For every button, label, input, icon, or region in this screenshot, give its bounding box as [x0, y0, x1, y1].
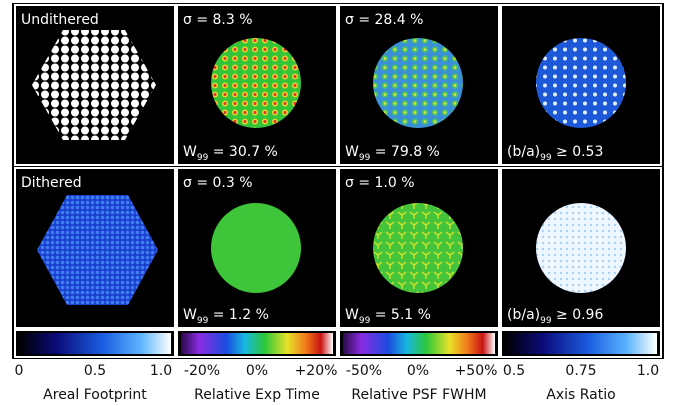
panel-frame [14, 167, 176, 329]
w-sub: 99 [540, 316, 552, 326]
colorbar-title: Relative PSF FWHM [351, 387, 486, 403]
w-label: (b/a)99 ≥ 0.96 [507, 307, 603, 326]
w-label: W99 = 1.2 % [183, 307, 269, 326]
colorbar-tick-label: 0 [15, 363, 24, 379]
colorbar-title: Areal Footprint [43, 387, 147, 403]
colorbar-tick-label: 0.75 [565, 363, 596, 379]
w-text: = 1.2 % [208, 307, 269, 323]
colorbar-title: Axis Ratio [546, 387, 615, 403]
panel-frame [500, 167, 662, 329]
colorbar-title: Relative Exp Time [194, 387, 320, 403]
colorbar-tick-label: +50% [455, 363, 498, 379]
colorbar-tick-label: 1.0 [637, 363, 659, 379]
colorbar [343, 333, 495, 354]
colorbar [181, 333, 333, 354]
w-symbol: W [183, 307, 197, 323]
colorbar-tick-label: 0% [407, 363, 429, 379]
panel-frames [14, 4, 662, 329]
w-sub: 99 [540, 153, 552, 163]
colorbar-frame [176, 329, 338, 358]
colorbar-tick-label: -50% [346, 363, 382, 379]
w-symbol: (b/a) [507, 144, 540, 160]
colorbar-frame [14, 329, 176, 358]
w-sub: 99 [197, 153, 209, 163]
panel-label: Undithered [21, 12, 99, 28]
w-symbol: (b/a) [507, 307, 540, 323]
colorbar-frame [500, 329, 662, 358]
w-sub: 99 [197, 316, 209, 326]
w-symbol: W [345, 144, 359, 160]
panel-frame [338, 167, 500, 329]
panel-frame [338, 4, 500, 166]
sigma-label: σ = 1.0 % [345, 175, 415, 191]
colorbar-tick-label: 0% [246, 363, 268, 379]
panel-art [32, 30, 626, 305]
w-sub: 99 [359, 316, 371, 326]
panel-frame [176, 167, 338, 329]
colorbar-tick-label: 1.0 [150, 363, 172, 379]
colorbar-frame [338, 329, 500, 358]
colorbar-tick-label: -20% [184, 363, 220, 379]
w-text: = 5.1 % [370, 307, 431, 323]
colorbar-tick-label: 0.5 [503, 363, 525, 379]
colorbar-tick-label: +20% [295, 363, 338, 379]
w-label: (b/a)99 ≥ 0.53 [507, 144, 603, 163]
w-symbol: W [183, 144, 197, 160]
w-label: W99 = 79.8 % [345, 144, 440, 163]
w-text: = 30.7 % [208, 144, 278, 160]
w-text: ≥ 0.53 [552, 144, 604, 160]
panel-frame [500, 4, 662, 166]
w-text: ≥ 0.96 [552, 307, 604, 323]
w-text: = 79.8 % [370, 144, 440, 160]
colorbar [505, 333, 657, 354]
sigma-label: σ = 28.4 % [345, 12, 423, 28]
w-label: W99 = 30.7 % [183, 144, 278, 163]
colorbar [19, 333, 171, 354]
panel-frame [176, 4, 338, 166]
sigma-label: σ = 0.3 % [183, 175, 253, 191]
colorbar-tick-label: 0.5 [84, 363, 106, 379]
panel-frame [14, 4, 176, 166]
sigma-label: σ = 8.3 % [183, 12, 253, 28]
w-symbol: W [345, 307, 359, 323]
panel-label: Dithered [21, 175, 82, 191]
w-label: W99 = 5.1 % [345, 307, 431, 326]
w-sub: 99 [359, 153, 371, 163]
